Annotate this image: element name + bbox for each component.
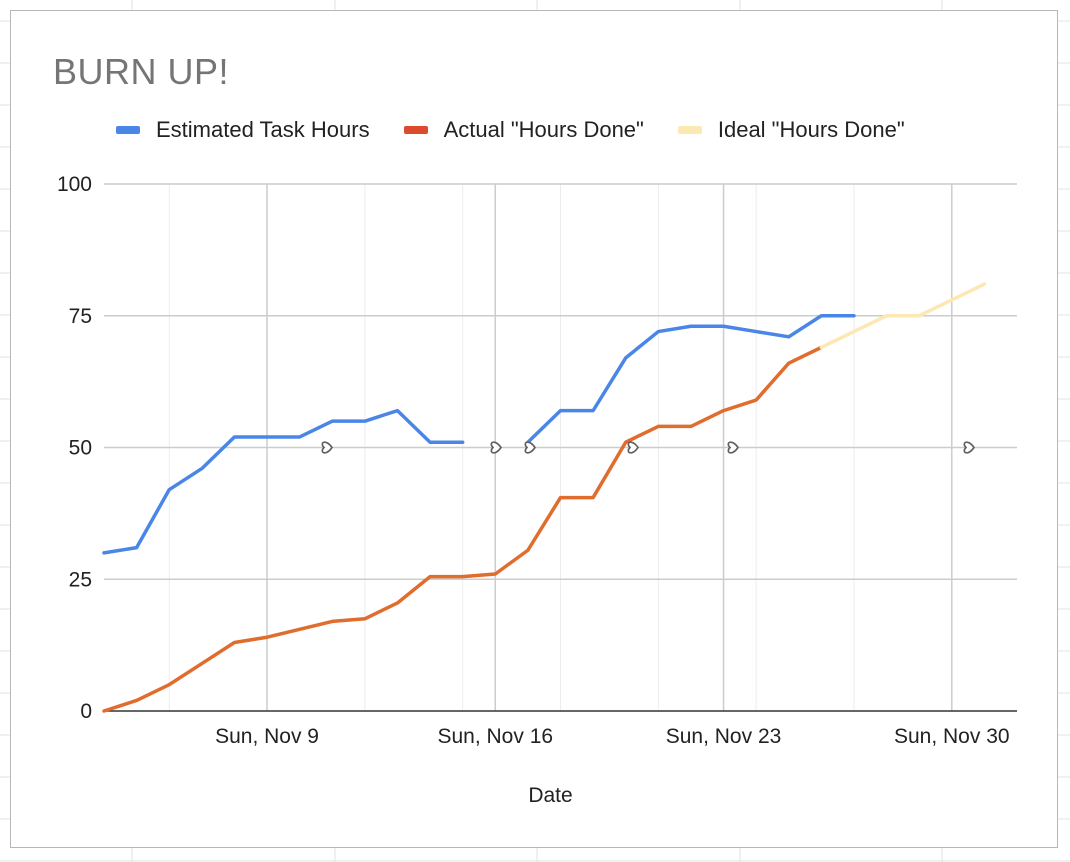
legend-swatch-estimated — [116, 126, 140, 134]
chart-legend: Estimated Task Hours Actual "Hours Done"… — [116, 117, 939, 143]
y-tick-label: 25 — [69, 568, 92, 591]
y-tick-label: 0 — [80, 700, 92, 723]
series-line-estimated — [102, 408, 465, 555]
legend-item-estimated[interactable]: Estimated Task Hours — [116, 117, 370, 143]
heart-marker-icon — [524, 441, 536, 454]
legend-label-ideal: Ideal "Hours Done" — [717, 117, 905, 142]
x-tick-label: Sun, Nov 9 — [215, 725, 319, 748]
y-tick-label: 50 — [69, 437, 92, 460]
legend-label-estimated: Estimated Task Hours — [156, 117, 370, 142]
series-line-estimated — [526, 314, 856, 444]
heart-marker-icon — [490, 441, 502, 454]
chart-card[interactable]: BURN UP! Estimated Task Hours Actual "Ho… — [10, 10, 1058, 848]
legend-item-actual[interactable]: Actual "Hours Done" — [403, 117, 644, 143]
heart-marker-icon — [963, 441, 975, 454]
series-line-actual — [102, 345, 824, 713]
x-axis-title: Date — [528, 784, 572, 807]
legend-label-actual: Actual "Hours Done" — [443, 117, 644, 142]
y-tick-label: 75 — [69, 305, 92, 328]
x-tick-label: Sun, Nov 23 — [666, 725, 782, 748]
x-tick-label: Sun, Nov 30 — [894, 725, 1010, 748]
heart-marker-icon — [627, 441, 639, 454]
legend-swatch-ideal — [677, 126, 702, 134]
chart-title: BURN UP! — [53, 51, 230, 92]
heart-marker-icon — [727, 441, 739, 454]
series-line-ideal — [819, 282, 987, 350]
heart-marker-icon — [321, 441, 333, 454]
y-tick-label: 100 — [57, 173, 92, 196]
legend-item-ideal[interactable]: Ideal "Hours Done" — [677, 117, 905, 143]
x-tick-label: Sun, Nov 16 — [437, 725, 553, 748]
legend-swatch-actual — [403, 126, 428, 134]
